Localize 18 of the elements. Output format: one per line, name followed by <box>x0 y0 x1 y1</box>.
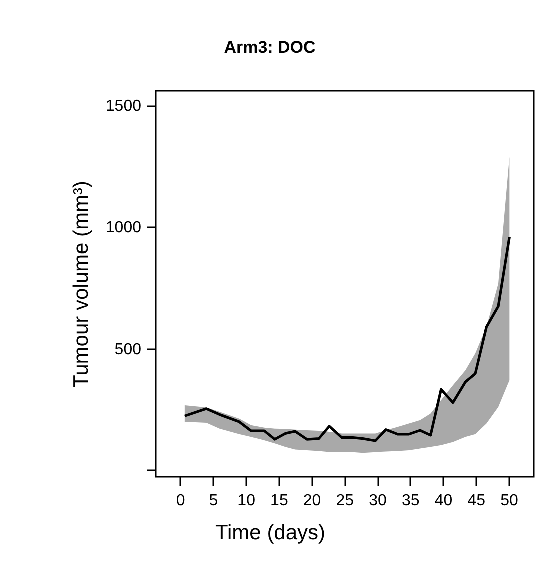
x-tick-label: 45 <box>468 492 486 510</box>
x-tick-label: 15 <box>270 492 288 510</box>
chart-title: Arm3: DOC <box>224 38 316 57</box>
x-tick-label: 35 <box>402 492 420 510</box>
x-tick-label: 10 <box>238 492 256 510</box>
y-tick-label: 1500 <box>106 98 142 116</box>
y-tick-label: 1000 <box>106 220 142 237</box>
x-tick-label: 0 <box>176 492 186 510</box>
y-axis-title: Tumour volume (mm³) <box>70 181 93 388</box>
x-tick-label: 5 <box>209 492 218 510</box>
x-tick-label: 25 <box>336 492 354 510</box>
x-axis-title: Time (days) <box>215 522 326 544</box>
x-tick-label: 40 <box>434 492 453 510</box>
line-series <box>184 236 511 442</box>
x-tick-label: 20 <box>303 492 322 510</box>
y-tick-label: 500 <box>114 341 142 358</box>
x-tick-label: 30 <box>369 492 388 510</box>
x-tick-label: 50 <box>500 492 519 510</box>
